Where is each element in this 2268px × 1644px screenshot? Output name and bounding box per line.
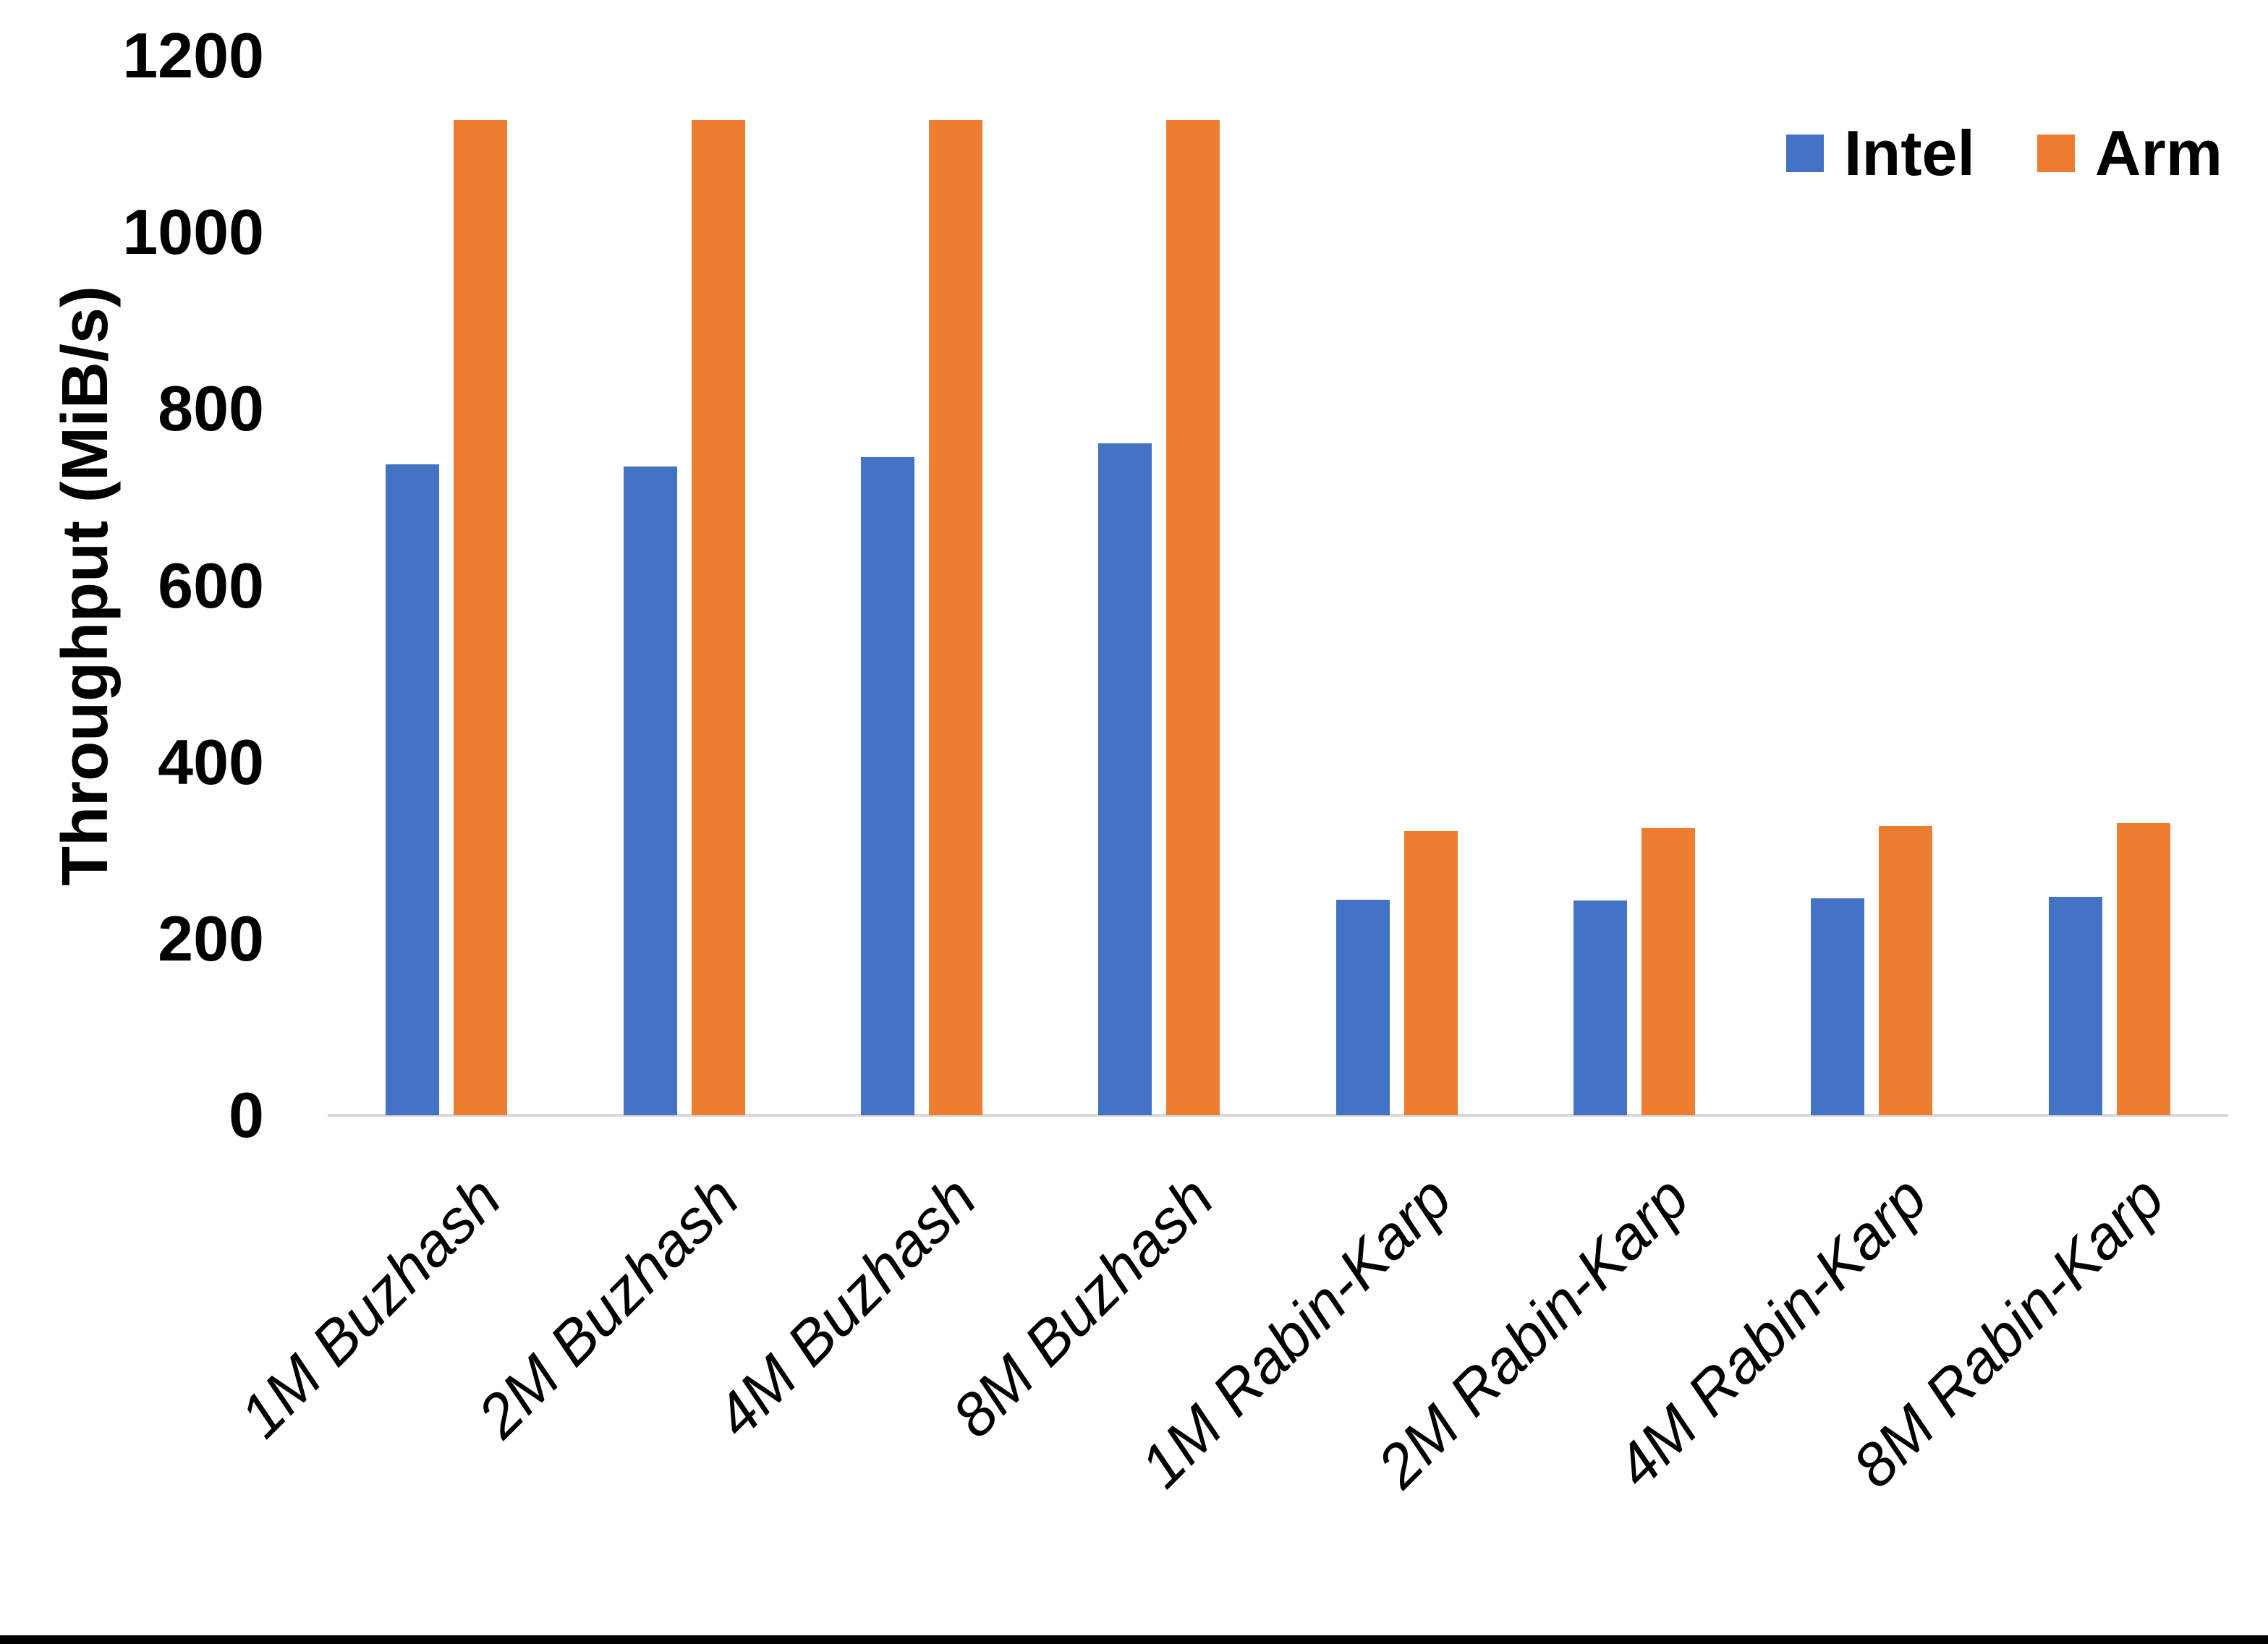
y-axis-title: Throughput (MiB/s) bbox=[49, 286, 122, 886]
bar-arm bbox=[928, 120, 982, 1115]
y-tick-label: 400 bbox=[158, 725, 264, 798]
bar-arm bbox=[1166, 120, 1220, 1115]
y-tick-label: 800 bbox=[158, 372, 264, 445]
bottom-border bbox=[0, 1635, 2268, 1644]
plot-area bbox=[328, 56, 2228, 1115]
legend-marker-intel bbox=[1786, 135, 1824, 172]
bar-arm bbox=[454, 120, 508, 1115]
legend: Intel Arm bbox=[1786, 122, 2222, 185]
bar-intel bbox=[1335, 900, 1390, 1115]
legend-item-intel: Intel bbox=[1786, 122, 1975, 185]
bar-group bbox=[803, 56, 1040, 1115]
y-tick-label: 1000 bbox=[122, 196, 264, 268]
bar-intel bbox=[860, 457, 914, 1115]
y-tick-label: 1200 bbox=[122, 20, 264, 91]
bar-intel bbox=[1811, 898, 1865, 1115]
bar-group bbox=[1516, 56, 1753, 1115]
bar-group bbox=[1991, 56, 2228, 1115]
bar-intel bbox=[1573, 900, 1628, 1115]
bar-group bbox=[1278, 56, 1516, 1115]
bar-intel bbox=[623, 466, 677, 1115]
bar-group bbox=[1040, 56, 1278, 1115]
legend-label: Intel bbox=[1844, 117, 1975, 189]
legend-marker-arm bbox=[2036, 135, 2075, 172]
bar-group bbox=[1753, 56, 1990, 1115]
bar-arm bbox=[1403, 830, 1458, 1115]
bar-intel bbox=[386, 464, 440, 1115]
y-tick-label: 0 bbox=[229, 1079, 264, 1151]
bar-intel bbox=[1098, 443, 1152, 1115]
bar-intel bbox=[2048, 897, 2102, 1115]
y-tick-label: 200 bbox=[158, 902, 264, 974]
bar-group bbox=[565, 56, 802, 1115]
y-tick-label: 600 bbox=[158, 549, 264, 621]
bar-arm bbox=[1879, 825, 1933, 1115]
bar-arm bbox=[1641, 828, 1696, 1115]
bar-arm bbox=[691, 120, 745, 1115]
x-axis-line bbox=[328, 1114, 2228, 1117]
bar-group bbox=[328, 56, 565, 1115]
legend-label: Arm bbox=[2094, 117, 2222, 189]
legend-item-arm: Arm bbox=[2036, 117, 2222, 189]
bar-arm bbox=[2116, 822, 2170, 1115]
